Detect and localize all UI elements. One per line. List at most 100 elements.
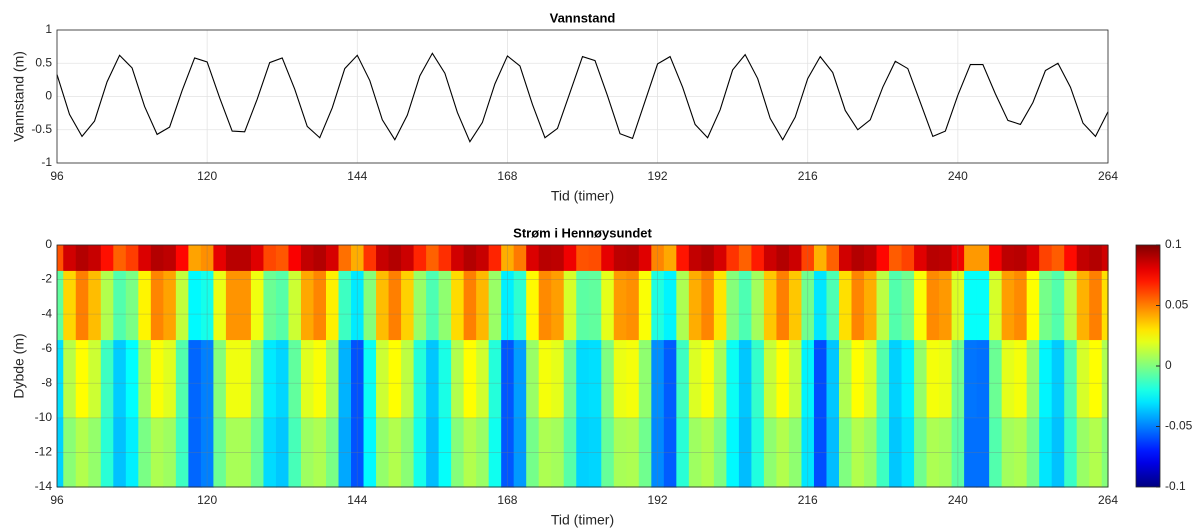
cell <box>738 245 753 272</box>
cell <box>376 270 390 341</box>
chart-title: Vannstand <box>550 10 616 25</box>
cell <box>1101 417 1109 488</box>
cell <box>300 245 315 272</box>
cell <box>501 340 515 419</box>
cell <box>726 340 740 419</box>
cell <box>951 270 965 341</box>
cell <box>788 340 803 419</box>
cell <box>914 417 928 488</box>
cell <box>100 245 114 272</box>
cell <box>200 340 214 419</box>
cell <box>1026 417 1040 488</box>
cell <box>200 245 214 272</box>
cell <box>738 417 753 488</box>
x-tick-label: 120 <box>197 493 217 507</box>
cell <box>225 417 240 488</box>
cell <box>513 245 527 272</box>
cell <box>763 270 778 341</box>
cell <box>876 417 890 488</box>
cell <box>476 417 490 488</box>
axes-box <box>56 29 1109 164</box>
cell <box>826 340 840 419</box>
cell <box>851 417 865 488</box>
cell <box>275 417 290 488</box>
cell <box>1026 340 1040 419</box>
cell <box>601 417 615 488</box>
cell <box>826 245 840 272</box>
cell <box>1026 245 1040 272</box>
chart-title: Strøm i Hennøysundet <box>513 225 652 240</box>
cell <box>238 417 252 488</box>
cell <box>238 340 252 419</box>
cell <box>351 340 365 419</box>
cell <box>463 245 477 272</box>
cell <box>175 417 189 488</box>
cell <box>426 417 440 488</box>
cell <box>626 270 640 341</box>
cell <box>326 340 340 419</box>
x-tick-label: 96 <box>50 493 64 507</box>
cell <box>638 245 652 272</box>
cell <box>563 245 577 272</box>
cell <box>701 270 715 341</box>
cell <box>838 340 853 419</box>
cell <box>263 245 277 272</box>
cell <box>651 417 665 488</box>
cell <box>551 245 565 272</box>
cell <box>951 417 965 488</box>
cell <box>864 340 878 419</box>
y-tick-label: -4 <box>41 306 52 320</box>
cell <box>150 417 164 488</box>
cell <box>188 417 202 488</box>
cell <box>413 417 427 488</box>
cell <box>1089 245 1103 272</box>
cell <box>864 245 878 272</box>
cell <box>213 417 227 488</box>
cell <box>1039 270 1053 341</box>
cell <box>926 245 940 272</box>
cell <box>401 270 415 341</box>
cell <box>1076 417 1090 488</box>
cell <box>576 340 590 419</box>
cell <box>300 417 315 488</box>
cell <box>113 417 127 488</box>
cell <box>538 270 552 341</box>
cell <box>826 417 840 488</box>
cell <box>626 340 640 419</box>
cell <box>788 417 803 488</box>
cell <box>75 417 89 488</box>
cell <box>1001 270 1015 341</box>
cell <box>376 245 390 272</box>
cell <box>813 417 828 488</box>
cell <box>113 270 127 341</box>
cell <box>438 245 452 272</box>
x-axis-label: Tid (timer) <box>551 188 614 204</box>
y-tick-label: -1 <box>41 155 52 169</box>
cell <box>526 340 540 419</box>
cell <box>250 270 265 341</box>
cell <box>313 270 327 341</box>
cell <box>813 245 828 272</box>
y-tick-label: 0 <box>45 89 52 103</box>
cell <box>751 270 765 341</box>
cell <box>125 340 139 419</box>
cell <box>926 270 940 341</box>
cell <box>914 340 928 419</box>
cell <box>688 270 702 341</box>
cell <box>338 340 352 419</box>
cell <box>651 340 665 419</box>
x-tick-label: 144 <box>347 169 367 183</box>
cell <box>751 245 765 272</box>
cell <box>939 245 953 272</box>
cell <box>889 417 903 488</box>
cell <box>125 245 139 272</box>
cell <box>914 270 928 341</box>
cell <box>363 417 377 488</box>
cell <box>88 340 102 419</box>
cell <box>1014 340 1028 419</box>
cell <box>138 245 152 272</box>
cell <box>851 270 865 341</box>
cell <box>901 245 915 272</box>
cell <box>263 340 277 419</box>
cell <box>401 340 415 419</box>
